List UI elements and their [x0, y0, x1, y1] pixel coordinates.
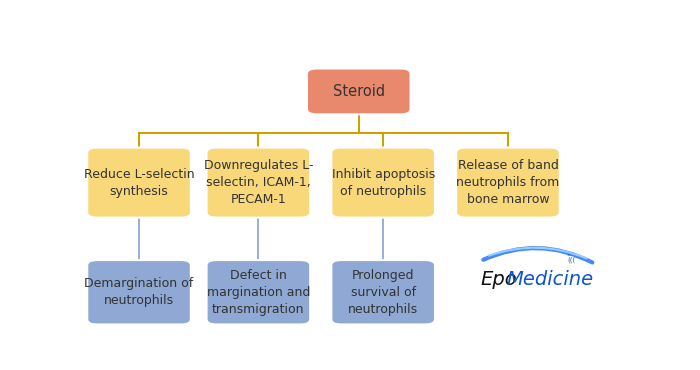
FancyBboxPatch shape — [331, 260, 435, 324]
FancyBboxPatch shape — [456, 148, 560, 218]
FancyBboxPatch shape — [331, 148, 435, 218]
Text: (((: ((( — [567, 257, 575, 263]
Text: Steroid: Steroid — [332, 84, 385, 99]
Text: Release of band
neutrophils from
bone marrow: Release of band neutrophils from bone ma… — [456, 159, 559, 206]
Text: Downregulates L-
selectin, ICAM-1,
PECAM-1: Downregulates L- selectin, ICAM-1, PECAM… — [204, 159, 313, 206]
Text: Epo: Epo — [481, 270, 517, 289]
Text: Inhibit apoptosis
of neutrophils: Inhibit apoptosis of neutrophils — [332, 168, 435, 198]
Text: Reduce L-selectin
synthesis: Reduce L-selectin synthesis — [84, 168, 195, 198]
FancyBboxPatch shape — [206, 148, 310, 218]
FancyBboxPatch shape — [307, 68, 411, 114]
Text: Defect in
margination and
transmigration: Defect in margination and transmigration — [206, 269, 310, 316]
Text: Demargination of
neutrophils: Demargination of neutrophils — [85, 277, 194, 307]
Text: Prolonged
survival of
neutrophils: Prolonged survival of neutrophils — [348, 269, 418, 316]
FancyBboxPatch shape — [206, 260, 310, 324]
FancyBboxPatch shape — [88, 260, 191, 324]
Text: Medicine: Medicine — [507, 270, 594, 289]
FancyBboxPatch shape — [88, 148, 191, 218]
